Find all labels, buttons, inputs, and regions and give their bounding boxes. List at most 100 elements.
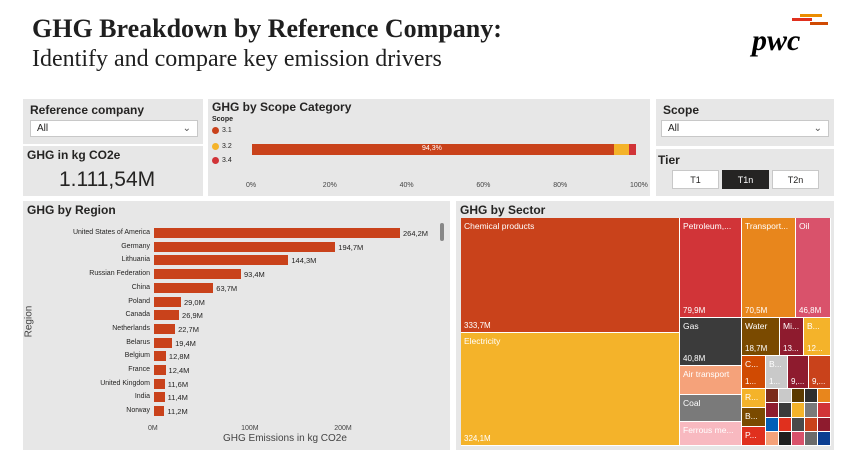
sector-tile-small[interactable] xyxy=(818,389,831,404)
region-bar[interactable] xyxy=(154,296,181,307)
sector-tile-small[interactable] xyxy=(766,403,779,418)
sector-tile-small[interactable] xyxy=(766,417,779,432)
sector-treemap: Chemical products 333,7M Electricity 324,1M… xyxy=(461,218,831,446)
sector-name: Gas xyxy=(683,321,699,331)
sector-tile[interactable]: 9,... xyxy=(809,356,831,389)
scope-bar-3-2[interactable] xyxy=(614,144,629,155)
tier-button-t1n[interactable]: T1n xyxy=(722,170,769,189)
sector-tile-small[interactable] xyxy=(818,417,831,432)
region-scrollbar[interactable] xyxy=(440,223,444,241)
region-bar[interactable] xyxy=(154,337,173,348)
sector-tile-small[interactable] xyxy=(818,431,831,446)
ghg-total-label: GHG in kg CO2e xyxy=(27,148,121,162)
sector-tile[interactable]: Electricity 324,1M xyxy=(461,333,680,446)
sector-tile-small[interactable] xyxy=(818,403,831,418)
scope-legend-label-2: 3.2 xyxy=(222,143,232,150)
sector-tile-small[interactable] xyxy=(779,417,792,432)
region-bar[interactable] xyxy=(154,392,165,403)
sector-tile[interactable]: B... 12... xyxy=(804,318,831,356)
region-bar[interactable] xyxy=(154,378,165,389)
sector-tile-small[interactable] xyxy=(805,389,818,404)
sector-tile-small[interactable] xyxy=(805,417,818,432)
sector-tile[interactable]: Ferrous me... xyxy=(680,422,742,446)
sector-tile-small[interactable] xyxy=(805,403,818,418)
region-value-label: 19,4M xyxy=(175,338,196,348)
sector-tile[interactable]: Chemical products 333,7M xyxy=(461,218,680,333)
sector-tile[interactable]: Mi... 13... xyxy=(780,318,804,356)
region-bar[interactable] xyxy=(154,323,176,334)
scope-tick-label: 60% xyxy=(476,182,491,189)
sector-name: R... xyxy=(745,392,759,402)
region-value-label: 12,8M xyxy=(168,352,190,362)
region-label: Russian Federation xyxy=(89,270,150,278)
region-value-label: 11,4M xyxy=(167,393,188,403)
sector-name: Oil xyxy=(799,221,810,231)
sector-tile[interactable]: Oil 46,8M xyxy=(796,218,831,318)
sector-tile[interactable]: B... 1... xyxy=(766,356,788,389)
region-bar[interactable] xyxy=(154,241,336,252)
sector-tile[interactable]: Gas 40,8M xyxy=(680,318,742,366)
sector-tile-small[interactable] xyxy=(779,431,792,446)
sector-tile[interactable]: R... xyxy=(742,389,766,408)
sector-name: B... xyxy=(807,321,820,331)
sector-value: 46,8M xyxy=(799,306,822,315)
sector-tile[interactable]: 9,... xyxy=(788,356,809,389)
sector-tile[interactable]: Air transport xyxy=(680,366,742,395)
sector-tile[interactable]: P... xyxy=(742,427,766,446)
region-label: India xyxy=(134,393,150,401)
sector-tile-small[interactable] xyxy=(766,389,779,404)
region-bar[interactable] xyxy=(154,351,166,362)
region-value-label: 144,3M xyxy=(291,256,317,266)
region-bar[interactable] xyxy=(154,228,400,238)
region-bar[interactable] xyxy=(154,365,166,375)
region-bar[interactable] xyxy=(154,255,289,266)
sector-tile[interactable]: Water 18,7M xyxy=(742,318,780,356)
scope-bar-3-4[interactable] xyxy=(628,144,636,155)
scope-legend-label-3: 3.4 xyxy=(222,157,232,164)
scope-filter-value: All xyxy=(668,123,680,134)
region-tick-label: 200M xyxy=(334,425,352,432)
sector-tile-small[interactable] xyxy=(766,431,779,446)
scope-legend-title: Scope xyxy=(212,116,234,123)
region-label: Canada xyxy=(125,311,150,319)
sector-name: C... xyxy=(745,359,759,369)
sector-tile-small[interactable] xyxy=(792,389,805,404)
scope-bar-3-1[interactable] xyxy=(252,144,615,155)
region-bar[interactable] xyxy=(154,310,180,321)
sector-tile-small[interactable] xyxy=(792,417,805,432)
sector-tile[interactable]: C... 1... xyxy=(742,356,766,389)
sector-tile[interactable]: Petroleum,... 79,9M xyxy=(680,218,742,318)
sector-tile-small[interactable] xyxy=(805,431,818,446)
sector-tile[interactable]: Coal xyxy=(680,395,742,422)
region-bar[interactable] xyxy=(154,282,214,293)
sector-tile-small[interactable] xyxy=(779,389,792,404)
sector-name: Air transport xyxy=(683,369,730,379)
sector-value: 13... xyxy=(783,344,799,353)
scope-legend-dot-1 xyxy=(212,127,219,134)
region-label: Netherlands xyxy=(112,324,150,332)
region-label: China xyxy=(131,283,150,291)
region-value-label: 93,4M xyxy=(243,270,265,280)
sector-tile-small[interactable] xyxy=(792,403,805,418)
sector-name: Water xyxy=(745,321,768,331)
sector-tile[interactable]: Transport... 70,5M xyxy=(742,218,796,318)
sector-tile-small[interactable] xyxy=(779,403,792,418)
chevron-down-icon: ⌄ xyxy=(813,123,822,134)
tier-button-t2n[interactable]: T2n xyxy=(772,170,819,189)
scope-tick-label: 40% xyxy=(399,182,414,189)
sector-tile-small[interactable] xyxy=(792,431,805,446)
sector-tile[interactable]: B... xyxy=(742,408,766,427)
region-tick-label: 0M xyxy=(148,425,158,432)
region-bar[interactable] xyxy=(154,269,241,280)
scope-filter-dropdown[interactable]: All ⌄ xyxy=(661,120,829,137)
scope-tick-label: 0% xyxy=(246,182,257,189)
region-value-label: 26,9M xyxy=(182,311,203,321)
scope-tick-label: 100% xyxy=(630,182,648,189)
reference-company-dropdown[interactable]: All ⌄ xyxy=(30,120,198,137)
region-bar[interactable] xyxy=(154,406,165,417)
scope-category-panel: GHG by Scope Category Scope 3.1 3.2 3.4 … xyxy=(208,99,650,196)
reference-company-label: Reference company xyxy=(30,103,145,117)
sector-value: 9,... xyxy=(812,377,826,386)
region-value-label: 63,7M xyxy=(216,283,238,293)
tier-button-t1[interactable]: T1 xyxy=(672,170,719,189)
